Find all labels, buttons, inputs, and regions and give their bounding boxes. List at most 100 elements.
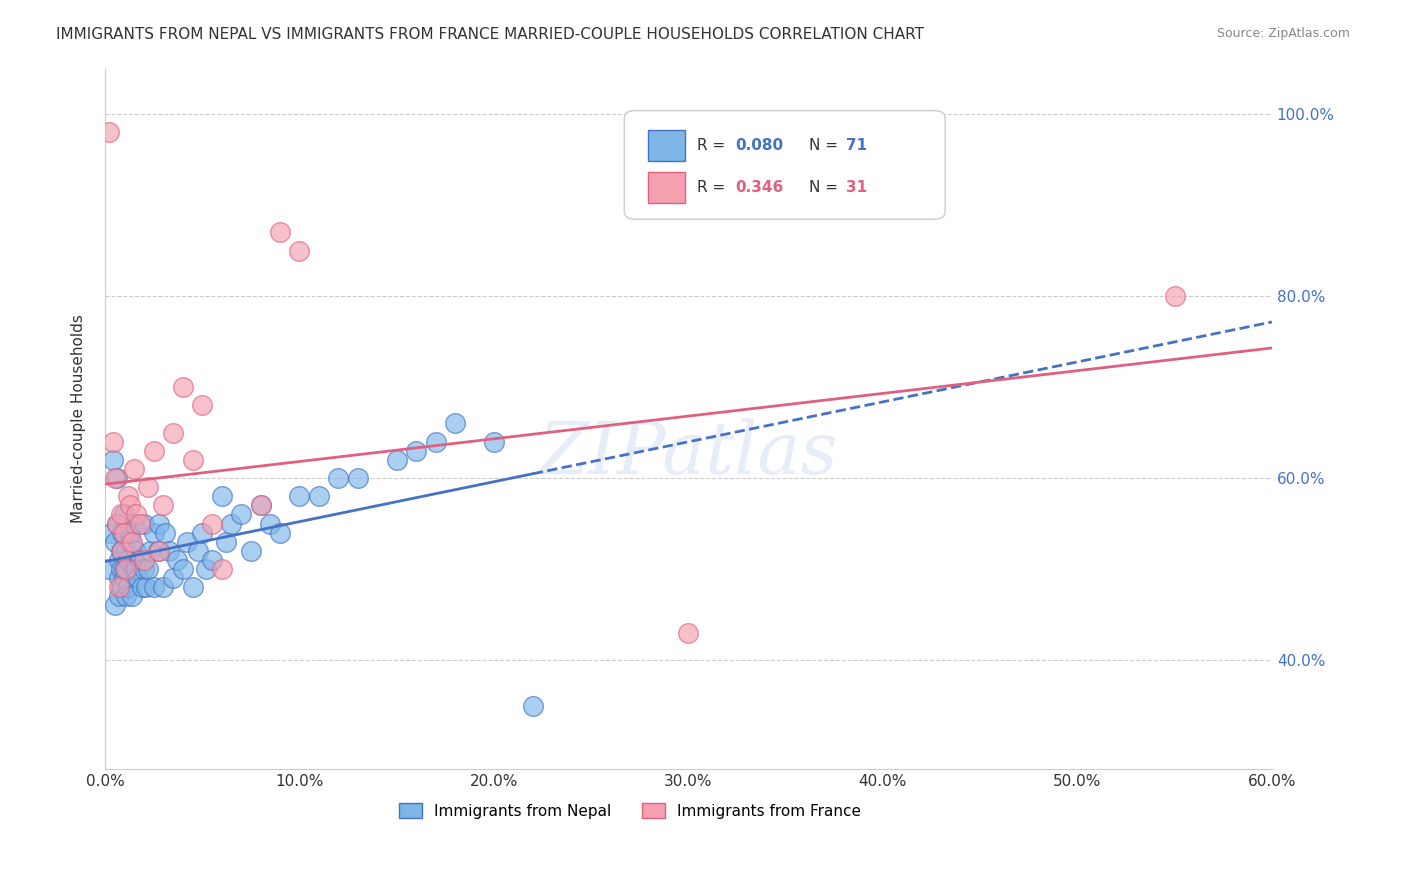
Point xyxy=(181,453,204,467)
Point xyxy=(101,434,124,449)
Point xyxy=(214,534,236,549)
Point xyxy=(181,580,204,594)
Point xyxy=(105,516,128,531)
Text: ZIPatlas: ZIPatlas xyxy=(538,418,838,489)
Point xyxy=(142,580,165,594)
Point xyxy=(269,225,291,239)
Text: R =: R = xyxy=(696,180,730,195)
Text: 31: 31 xyxy=(846,180,868,195)
FancyBboxPatch shape xyxy=(624,111,945,219)
Point xyxy=(107,571,129,585)
Point xyxy=(249,499,271,513)
Point xyxy=(125,562,148,576)
Point xyxy=(191,525,214,540)
Point xyxy=(166,553,188,567)
Point xyxy=(120,499,142,513)
Point xyxy=(146,544,169,558)
Point xyxy=(115,562,138,576)
Point xyxy=(117,553,139,567)
Point xyxy=(152,499,174,513)
Point xyxy=(142,443,165,458)
Point xyxy=(127,571,149,585)
Point xyxy=(120,525,142,540)
Point xyxy=(110,580,132,594)
Point xyxy=(148,544,170,558)
Point xyxy=(117,489,139,503)
Point xyxy=(132,562,155,576)
Point xyxy=(107,590,129,604)
Point xyxy=(155,525,177,540)
Point xyxy=(172,562,194,576)
Point xyxy=(111,544,134,558)
Point xyxy=(107,580,129,594)
Point xyxy=(201,553,224,567)
Point xyxy=(191,398,214,412)
Point xyxy=(231,508,253,522)
Point xyxy=(152,580,174,594)
Point xyxy=(288,244,311,258)
Point xyxy=(97,125,120,139)
Point xyxy=(104,599,127,613)
Point xyxy=(97,562,120,576)
Point xyxy=(385,453,408,467)
Point xyxy=(221,516,243,531)
Point xyxy=(288,489,311,503)
Point xyxy=(105,516,128,531)
Point xyxy=(482,434,505,449)
Legend: Immigrants from Nepal, Immigrants from France: Immigrants from Nepal, Immigrants from F… xyxy=(392,797,868,825)
Point xyxy=(131,580,153,594)
Point xyxy=(444,417,467,431)
Point xyxy=(136,562,159,576)
Point xyxy=(678,625,700,640)
Point xyxy=(125,544,148,558)
Point xyxy=(162,571,184,585)
Text: 0.080: 0.080 xyxy=(735,138,783,153)
Point xyxy=(114,571,136,585)
Point xyxy=(346,471,368,485)
Point xyxy=(101,453,124,467)
Point xyxy=(201,516,224,531)
Point xyxy=(249,499,271,513)
Point xyxy=(111,580,134,594)
Point xyxy=(110,544,132,558)
Point xyxy=(1163,289,1185,303)
Point xyxy=(132,516,155,531)
Point xyxy=(522,698,544,713)
Point xyxy=(328,471,350,485)
Point xyxy=(115,544,138,558)
Point xyxy=(148,516,170,531)
Point xyxy=(132,553,155,567)
Point xyxy=(125,508,148,522)
Point xyxy=(115,590,138,604)
Text: Source: ZipAtlas.com: Source: ZipAtlas.com xyxy=(1216,27,1350,40)
Point xyxy=(121,590,143,604)
Point xyxy=(110,508,132,522)
Bar xyxy=(648,130,685,161)
Text: 0.346: 0.346 xyxy=(735,180,783,195)
Point xyxy=(100,525,122,540)
Point xyxy=(162,425,184,440)
Text: N =: N = xyxy=(808,180,842,195)
Point xyxy=(187,544,209,558)
Point xyxy=(176,534,198,549)
Point xyxy=(107,553,129,567)
Point xyxy=(111,525,134,540)
Point xyxy=(122,516,145,531)
Point xyxy=(157,544,180,558)
Y-axis label: Married-couple Households: Married-couple Households xyxy=(72,315,86,524)
Text: IMMIGRANTS FROM NEPAL VS IMMIGRANTS FROM FRANCE MARRIED-COUPLE HOUSEHOLDS CORREL: IMMIGRANTS FROM NEPAL VS IMMIGRANTS FROM… xyxy=(56,27,924,42)
Point xyxy=(120,534,142,549)
Point xyxy=(104,471,127,485)
Point xyxy=(122,562,145,576)
Point xyxy=(172,380,194,394)
Text: N =: N = xyxy=(808,138,842,153)
Point xyxy=(135,580,157,594)
Point xyxy=(211,562,233,576)
Point xyxy=(129,516,152,531)
Point xyxy=(129,553,152,567)
Point xyxy=(211,489,233,503)
Point xyxy=(142,525,165,540)
Point xyxy=(239,544,262,558)
Point xyxy=(138,544,160,558)
Point xyxy=(114,508,136,522)
